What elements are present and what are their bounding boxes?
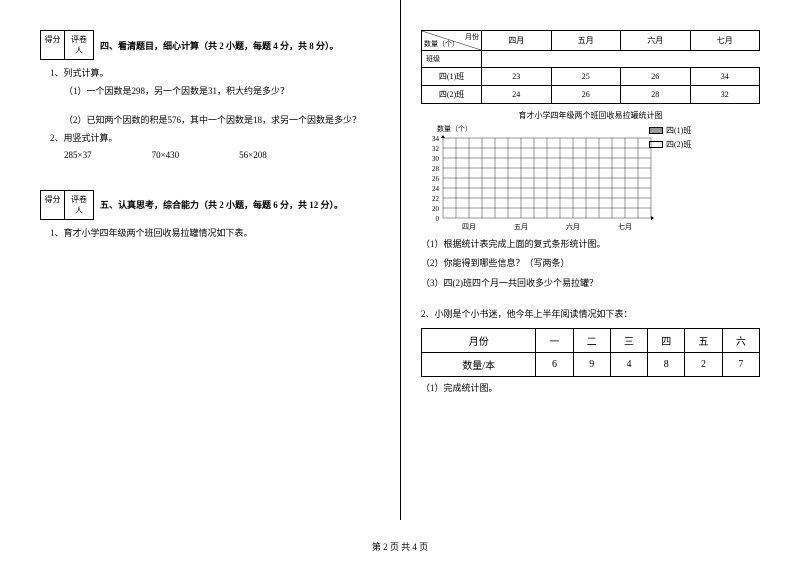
calc-row: 285×37 70×430 56×208 <box>40 150 380 160</box>
chart: 育才小学四年级两个班回收易拉罐统计图 数量（个） 34 32 30 28 26 … <box>421 110 760 233</box>
q2a: （1）完成统计图。 <box>421 381 760 396</box>
table-row: 四(2)班 24 26 28 32 <box>422 86 760 104</box>
section5-title: 五、认真思考，综合能力（共 2 小题，每题 6 分，共 12 分）。 <box>100 198 380 211</box>
mh5: 五 <box>685 329 722 353</box>
q2: 2、用竖式计算。 <box>40 131 380 145</box>
svg-text:六月: 六月 <box>566 222 580 231</box>
svg-text:四月: 四月 <box>462 223 476 231</box>
mr4: 8 <box>648 353 685 377</box>
section4-title: 四、看清题目，细心计算（共 2 小题，每题 4 分，共 8 分）。 <box>100 39 380 52</box>
note2: （2）你能得到哪些信息？（写两条） <box>421 256 760 271</box>
legend: 四(1)班 四(2)班 <box>649 125 691 233</box>
note1: （1）根据统计表完成上面的复式条形统计图。 <box>421 237 760 252</box>
r2-label: 四(2)班 <box>422 86 482 104</box>
mh6: 六 <box>722 329 759 353</box>
grader-label-2: 评卷人 <box>65 191 93 219</box>
calc1: 285×37 <box>64 150 92 160</box>
r1v2: 25 <box>551 68 621 86</box>
svg-text:24: 24 <box>432 185 440 193</box>
grader-label: 评卷人 <box>65 31 93 59</box>
r1v4: 34 <box>690 68 760 86</box>
r1-label: 四(1)班 <box>422 68 482 86</box>
mr5: 2 <box>685 353 722 377</box>
svg-text:26: 26 <box>432 175 440 183</box>
r2v2: 26 <box>551 86 621 104</box>
q1b: （2）已知两个因数的积是576，其中一个因数是18，求另一个因数是多少？ <box>40 113 380 127</box>
mh0: 月份 <box>422 329 536 353</box>
svg-text:34: 34 <box>432 135 440 143</box>
q1a: （1）一个因数是298，另一个因数是31，积大约是多少？ <box>40 84 380 98</box>
svg-text:32: 32 <box>432 145 440 153</box>
svg-text:30: 30 <box>432 155 440 163</box>
legend-box-2 <box>649 141 663 148</box>
mh3: 三 <box>610 329 647 353</box>
mr3: 4 <box>610 353 647 377</box>
score-box-2: 得分 评卷人 <box>40 190 94 220</box>
section5-header: 得分 评卷人 五、认真思考，综合能力（共 2 小题，每题 6 分，共 12 分）… <box>40 190 380 220</box>
right-column: 月份 数量（个） 四月 五月 六月 七月 班级 四(1)班 23 25 26 3… <box>400 0 800 520</box>
hd-bot: 数量（个） <box>424 39 459 49</box>
mr-label: 数量/本 <box>422 353 536 377</box>
mr1: 6 <box>536 353 573 377</box>
svg-text:数量（个）: 数量（个） <box>437 124 472 133</box>
m3: 六月 <box>621 31 691 51</box>
left-column: 得分 评卷人 四、看清题目，细心计算（共 2 小题，每题 4 分，共 8 分）。… <box>0 0 400 520</box>
svg-text:20: 20 <box>432 205 440 213</box>
q2: 2、小刚是个小书迷，他今年上半年阅读情况如下表： <box>421 307 760 322</box>
month-table: 月份 一 二 三 四 五 六 数量/本 6 9 4 8 2 7 <box>421 328 760 377</box>
q1: 1、列式计算。 <box>40 66 380 80</box>
mr2: 9 <box>573 353 610 377</box>
m4: 七月 <box>690 31 760 51</box>
score-label-2: 得分 <box>41 191 65 219</box>
page-footer: 第 2 页 共 4 页 <box>0 540 800 553</box>
legend-1: 四(1)班 <box>666 125 691 136</box>
table-row: 四(1)班 23 25 26 34 <box>422 68 760 86</box>
svg-text:28: 28 <box>432 165 440 173</box>
m2: 五月 <box>551 31 621 51</box>
mh2: 二 <box>573 329 610 353</box>
mr6: 7 <box>722 353 759 377</box>
m1: 四月 <box>482 31 552 51</box>
r1v3: 26 <box>621 68 691 86</box>
table-diag-header: 月份 数量（个） <box>422 31 482 51</box>
score-label: 得分 <box>41 31 65 59</box>
row-hd: 班级 <box>422 51 482 68</box>
score-box: 得分 评卷人 <box>40 30 94 60</box>
hd-top: 月份 <box>465 32 479 42</box>
svg-text:22: 22 <box>432 195 440 203</box>
calc2: 70×430 <box>152 150 180 160</box>
note3: （3）四(2)班四个月一共回收多少个易拉罐？ <box>421 276 760 291</box>
r1v1: 23 <box>482 68 552 86</box>
section4-header: 得分 评卷人 四、看清题目，细心计算（共 2 小题，每题 4 分，共 8 分）。 <box>40 30 380 60</box>
legend-box-1 <box>649 127 663 134</box>
svg-text:七月: 七月 <box>618 222 632 231</box>
mh4: 四 <box>648 329 685 353</box>
data-table: 月份 数量（个） 四月 五月 六月 七月 班级 四(1)班 23 25 26 3… <box>421 30 760 104</box>
chart-title: 育才小学四年级两个班回收易拉罐统计图 <box>421 110 760 121</box>
svg-text:0: 0 <box>436 215 440 223</box>
bar-chart-svg: 数量（个） 34 32 30 28 26 24 22 20 0 <box>421 123 681 233</box>
s5-q1: 1、育才小学四年级两个班回收易拉罐情况如下表。 <box>40 226 380 240</box>
mh1: 一 <box>536 329 573 353</box>
svg-text:五月: 五月 <box>514 223 528 231</box>
r2v4: 32 <box>690 86 760 104</box>
r2v1: 24 <box>482 86 552 104</box>
r2v3: 28 <box>621 86 691 104</box>
calc3: 56×208 <box>239 150 267 160</box>
legend-2: 四(2)班 <box>666 139 691 150</box>
